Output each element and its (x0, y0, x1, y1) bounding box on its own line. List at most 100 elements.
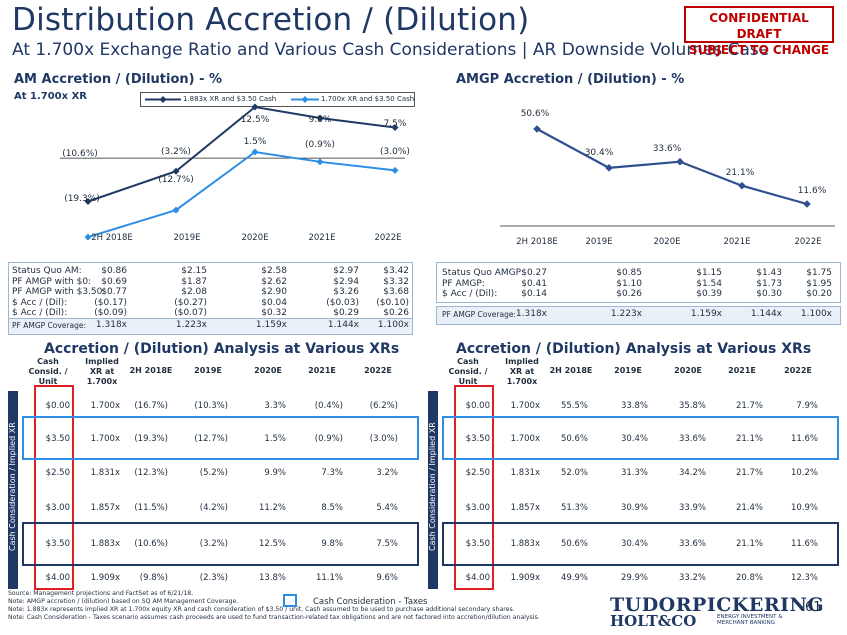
am-chart-subtitle: At 1.700x XR (14, 91, 87, 102)
table-cell: 1.700x (90, 434, 120, 444)
amgp-line-chart: 50.6% 30.4% 33.6% 21.1% 11.6% 2H 2018E 2019E 20… (500, 109, 835, 247)
table-cell: 30.4% (620, 539, 648, 549)
x-tick-label: 2019E (173, 233, 200, 243)
table-cell: 10.9% (790, 503, 818, 513)
table-cell: 20.8% (735, 573, 763, 583)
legend-series2-label: 1.700x XR and $3.50 Cash (321, 95, 415, 103)
column-header: 2021E (308, 366, 336, 375)
am-summary-label: Status Quo AM: (12, 266, 82, 276)
data-label: (12.7%) (158, 175, 194, 185)
table-cell: $4.00 (465, 573, 490, 583)
amgp-chart-title: AMGP Accretion / (Dilution) - % (456, 72, 685, 87)
series-line-2 (87, 150, 396, 239)
x-tick-label: 2022E (374, 233, 401, 243)
footnote-source: Source: Management projections and FactS… (8, 590, 194, 597)
am-summary-value: $3.42 (383, 266, 409, 276)
data-label: 30.4% (585, 148, 614, 158)
table-cell: 1.831x (90, 468, 120, 478)
am-summary-value: ($0.10) (376, 297, 409, 308)
data-point (738, 181, 746, 190)
data-label: 12.5% (241, 115, 270, 125)
amgp-summary-value: $0.39 (696, 289, 722, 299)
page-title: Distribution Accretion / (Dilution) (12, 2, 530, 38)
column-header: 2019E (194, 366, 222, 375)
am-coverage-row: PF AMGP Coverage: 1.318x 1.223x 1.159x 1… (8, 318, 413, 335)
table-cell: 1.700x (510, 434, 540, 444)
amgp-coverage-value: 1.100x (800, 309, 832, 319)
am-chart-title: AM Accretion / (Dilution) - % (14, 72, 223, 87)
table-cell: 1.857x (90, 503, 120, 513)
am-line-chart: (10.6%) (3.2%) 12.5% 9.8% 7.5% (19.3%) (12.7%)… (60, 103, 410, 243)
table-cell: 8.5% (321, 503, 343, 513)
logo-line1: TUDORPICKERING (610, 594, 825, 616)
am-summary-value: ($0.09) (94, 308, 127, 318)
am-coverage-value: 1.223x (175, 320, 207, 330)
table-cell: (2.3%) (199, 573, 228, 583)
data-point (391, 123, 399, 131)
am-summary-value: $2.97 (333, 266, 359, 276)
table-cell: 34.2% (678, 468, 706, 478)
table-sidebar: Cash Consideration / Implied XR (8, 391, 18, 589)
series-line (536, 128, 808, 206)
am-summary-value: $0.69 (101, 276, 127, 287)
x-tick-label: 2H 2018E (91, 233, 133, 243)
table-cell: 21.7% (735, 401, 763, 411)
table-cell: $3.00 (465, 503, 490, 513)
am-summary-label: PF AMGP with $0: (12, 276, 92, 287)
data-point (316, 114, 324, 122)
amgp-summary-value: $0.26 (616, 289, 642, 299)
am-coverage-value: 1.318x (95, 320, 127, 330)
table-cell: (12.7%) (194, 434, 228, 444)
table-cell: (10.6%) (134, 539, 168, 549)
table-cell: 1.857x (510, 503, 540, 513)
table-cell: 1.831x (510, 468, 540, 478)
table-cell: $3.50 (45, 539, 70, 549)
am-summary-value: ($0.27) (174, 297, 207, 308)
am-summary-value: $2.58 (261, 266, 287, 276)
table-cell: (3.2%) (199, 539, 228, 549)
table-cell: 33.8% (620, 401, 648, 411)
am-summary-value: $0.86 (101, 266, 127, 276)
am-summary-value: $3.32 (383, 276, 409, 287)
table-cell: 1.700x (90, 401, 120, 411)
table-cell: (12.3%) (134, 468, 168, 478)
table-cell: $3.50 (45, 434, 70, 444)
am-summary-value: $2.15 (181, 266, 207, 276)
table-cell: 5.4% (376, 503, 398, 513)
table-cell: 3.3% (264, 401, 286, 411)
am-summary-value: $2.62 (261, 276, 287, 287)
data-point (676, 157, 684, 166)
table-cell: $4.00 (45, 573, 70, 583)
x-tick-label: 2019E (585, 237, 612, 247)
table-cell: 7.5% (376, 539, 398, 549)
amgp-coverage-value: 1.144x (750, 309, 782, 319)
confidential-line2: SUBJECT TO CHANGE (688, 43, 830, 57)
x-tick-label: 2020E (653, 237, 680, 247)
amgp-coverage-value: 1.159x (690, 309, 722, 319)
table-cell: 21.4% (735, 503, 763, 513)
am-summary-label: $ Acc / (Dil): (12, 297, 68, 308)
table-cell: $0.00 (45, 401, 70, 411)
table-cell: 11.1% (315, 573, 343, 583)
data-point (172, 206, 180, 214)
data-label: (0.9%) (305, 140, 335, 150)
amgp-summary-value: $0.41 (521, 278, 547, 289)
data-label: 7.5% (384, 119, 407, 129)
legend-series2-swatch (291, 96, 319, 103)
table-cell: (3.0%) (369, 434, 398, 444)
table-cell: (5.2%) (199, 468, 228, 478)
data-label: 21.1% (726, 168, 755, 178)
data-label: 9.8% (309, 115, 332, 125)
taxes-row-highlight (442, 416, 839, 460)
amgp-summary-value: $1.73 (756, 278, 782, 289)
table-cell: 9.8% (321, 539, 343, 549)
table-cell: 1.883x (90, 539, 120, 549)
table-cell: 9.6% (376, 573, 398, 583)
am-summary-value: $3.26 (333, 287, 359, 297)
table-cell: (16.7%) (134, 401, 168, 411)
footnote-2: Note: 1.883x represents implied XR at 1.… (8, 606, 515, 613)
table-cell: $3.50 (465, 434, 490, 444)
am-coverage-value: 1.100x (377, 320, 409, 330)
am-summary-value: $2.90 (261, 287, 287, 297)
table-cell: $3.00 (45, 503, 70, 513)
